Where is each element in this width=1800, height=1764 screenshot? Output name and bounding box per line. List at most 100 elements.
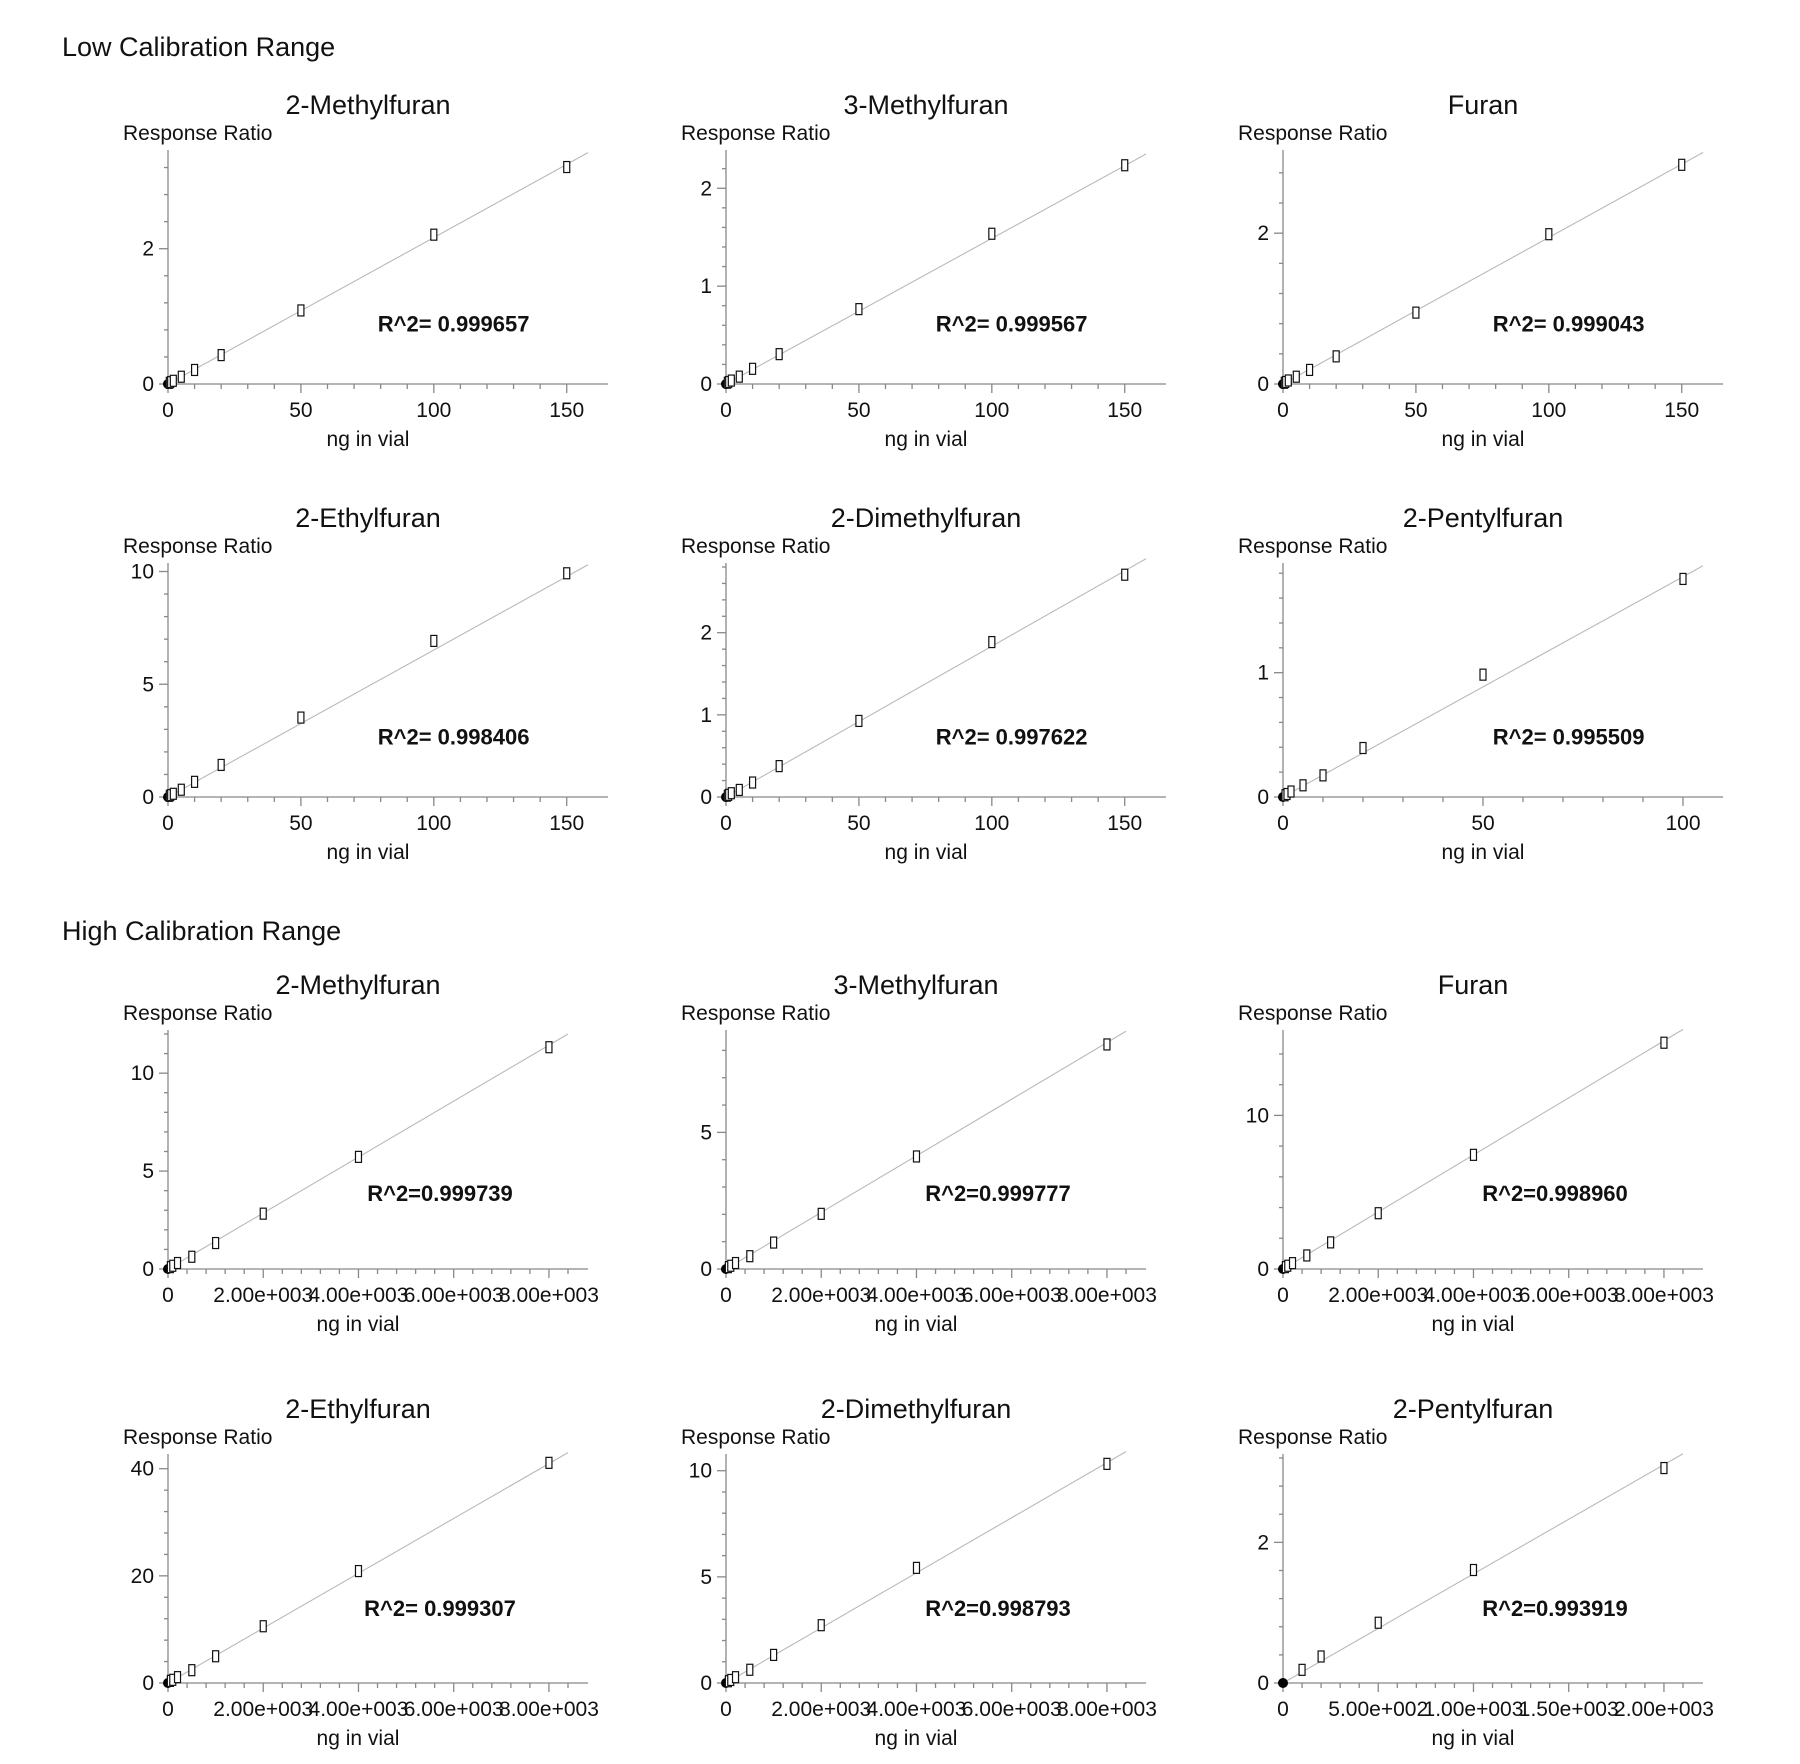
y-tick-label: 10	[131, 561, 154, 584]
data-point	[746, 1250, 754, 1263]
y-tick-label: 0	[700, 786, 712, 809]
data-point	[1103, 1457, 1111, 1470]
x-tick-label: 8.00e+003	[1057, 1284, 1157, 1307]
x-tick-label: 100	[416, 812, 451, 835]
chart-12: 2-Pentylfuran Response Ratio ng in vial 0 5.…	[1238, 1394, 1714, 1750]
y-tick-label: 1	[700, 275, 712, 298]
x-tick-label: 2.00e+003	[213, 1698, 313, 1721]
data-point	[1287, 785, 1295, 798]
data-point	[1660, 1461, 1668, 1475]
chart-title: Furan	[1438, 970, 1509, 1000]
y-tick-label: 2	[142, 238, 154, 261]
data-point	[169, 374, 177, 387]
x-tick-label: 2.00e+003	[771, 1698, 871, 1721]
y-tick-label: 1	[700, 704, 712, 727]
x-tick-label: 100	[1665, 812, 1700, 835]
fit-line	[167, 564, 589, 798]
x-tick-label: 150	[549, 812, 584, 835]
data-point	[1412, 306, 1420, 319]
y-tick-label: 10	[689, 1460, 712, 1483]
data-point	[1545, 228, 1553, 241]
y-tick-label: 5	[700, 1566, 712, 1589]
data-point	[731, 1671, 740, 1684]
data-point	[735, 783, 743, 797]
data-point	[1319, 769, 1327, 782]
data-point	[775, 760, 783, 773]
chart-title: 2-Dimethylfuran	[821, 1394, 1012, 1424]
x-tick-label: 50	[847, 399, 870, 422]
x-axis-label: ng in vial	[1432, 1313, 1515, 1336]
y-tick-label: 0	[1257, 1258, 1269, 1281]
data-point	[217, 758, 225, 772]
data-point	[188, 1664, 196, 1677]
x-tick-label: 4.00e+003	[1424, 1284, 1524, 1307]
origin-point	[1278, 1678, 1288, 1688]
data-point	[746, 1663, 754, 1676]
x-axis-label: ng in vial	[1432, 1727, 1515, 1750]
x-tick-label: 6.00e+003	[962, 1284, 1062, 1307]
y-axis-label: Response Ratio	[1238, 535, 1387, 558]
data-point	[430, 228, 438, 241]
data-point	[1660, 1036, 1668, 1049]
x-tick-label: 8.00e+003	[1614, 1284, 1714, 1307]
x-axis-label: ng in vial	[875, 1313, 958, 1336]
x-tick-label: 5.00e+002	[1328, 1698, 1428, 1721]
low-calibration-range-title: Low Calibration Range	[62, 32, 336, 62]
y-tick-label: 10	[131, 1062, 154, 1085]
x-axis-label: ng in vial	[327, 841, 410, 864]
y-tick-label: 5	[700, 1121, 712, 1144]
r-squared-label: R^2=0.998960	[1482, 1181, 1628, 1206]
x-tick-label: 4.00e+003	[867, 1284, 967, 1307]
data-point	[817, 1619, 825, 1632]
data-point	[1374, 1207, 1382, 1220]
r-squared-label: R^2=0.999777	[925, 1181, 1071, 1206]
chart-title: Furan	[1448, 90, 1519, 120]
chart-title: 2-Methylfuran	[285, 90, 450, 120]
y-tick-label: 5	[142, 673, 154, 696]
x-tick-label: 8.00e+003	[499, 1698, 599, 1721]
x-tick-label: 2.00e+003	[213, 1284, 313, 1307]
data-point	[1298, 1663, 1306, 1676]
y-tick-label: 40	[131, 1458, 154, 1481]
y-tick-label: 0	[700, 1672, 712, 1695]
data-point	[169, 787, 177, 800]
data-point	[177, 783, 185, 796]
data-point	[217, 348, 225, 362]
x-axis-label: ng in vial	[1442, 428, 1525, 451]
r-squared-label: R^2= 0.999307	[364, 1596, 516, 1621]
chart-title: 2-Methylfuran	[275, 970, 440, 1000]
x-tick-label: 1.00e+003	[1424, 1698, 1524, 1721]
x-axis-label: ng in vial	[875, 1727, 958, 1750]
x-tick-label: 0	[720, 1698, 732, 1721]
r-squared-label: R^2= 0.999657	[378, 311, 530, 336]
x-tick-label: 6.00e+003	[1519, 1284, 1619, 1307]
data-point	[297, 304, 305, 317]
data-point	[297, 711, 305, 724]
fit-line	[725, 1451, 1127, 1684]
x-tick-label: 50	[289, 812, 312, 835]
data-point	[212, 1236, 220, 1250]
chart-title: 2-Dimethylfuran	[831, 503, 1022, 533]
x-tick-label: 50	[1471, 812, 1494, 835]
data-point	[727, 787, 735, 800]
x-tick-label: 100	[974, 812, 1009, 835]
data-point	[1305, 363, 1314, 377]
data-point	[173, 1671, 182, 1684]
fit-line	[1282, 1453, 1684, 1684]
y-tick-label: 2	[1257, 1531, 1269, 1554]
x-tick-label: 0	[720, 1284, 732, 1307]
data-point	[748, 776, 757, 789]
x-tick-label: 0	[720, 399, 732, 422]
fit-line	[1282, 152, 1704, 385]
x-tick-label: 100	[416, 399, 451, 422]
data-point	[1288, 1257, 1297, 1270]
data-point	[1292, 370, 1300, 383]
r-squared-label: R^2=0.993919	[1482, 1596, 1628, 1621]
data-point	[354, 1564, 363, 1578]
chart-10: 2-Ethylfuran Response Ratio ng in vial 0 2.0…	[123, 1394, 599, 1750]
x-tick-label: 100	[1531, 399, 1566, 422]
